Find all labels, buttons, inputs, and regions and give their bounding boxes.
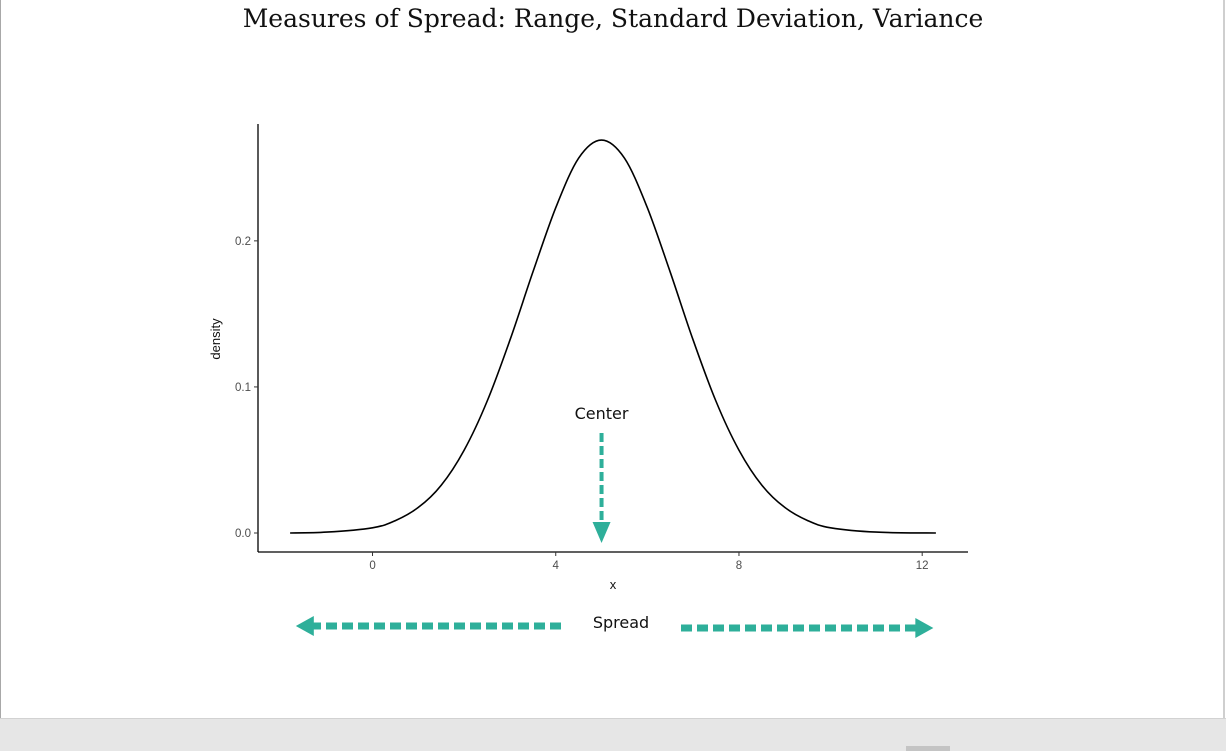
x-tick-label: 8	[736, 560, 742, 572]
axes-layer: 0 4 8 12 0.0 0.1 0.2 x density	[208, 124, 968, 592]
center-arrow-head	[593, 522, 611, 543]
spread-right-arrow-head	[915, 618, 933, 638]
y-tick-label: 0.2	[235, 236, 251, 248]
x-tick-label: 0	[369, 560, 375, 572]
y-tick-label: 0.1	[235, 382, 251, 394]
scroll-thumb[interactable]	[906, 746, 950, 751]
x-tick-label: 12	[916, 560, 929, 572]
x-tick-label: 4	[553, 560, 560, 572]
curve-layer	[290, 140, 936, 533]
y-axis-title: density	[208, 318, 223, 360]
center-label: Center	[575, 404, 629, 423]
y-tick-label: 0.0	[235, 528, 251, 540]
spread-left-arrow-head	[296, 616, 314, 636]
density-curve	[290, 140, 936, 533]
density-chart: 0 4 8 12 0.0 0.1 0.2 x density Center Spread	[0, 0, 1226, 718]
bottom-scrollbar[interactable]	[0, 718, 1226, 751]
x-axis-title: x	[610, 577, 617, 592]
annotation-layer: Center Spread	[296, 404, 934, 638]
spread-label: Spread	[593, 613, 649, 632]
